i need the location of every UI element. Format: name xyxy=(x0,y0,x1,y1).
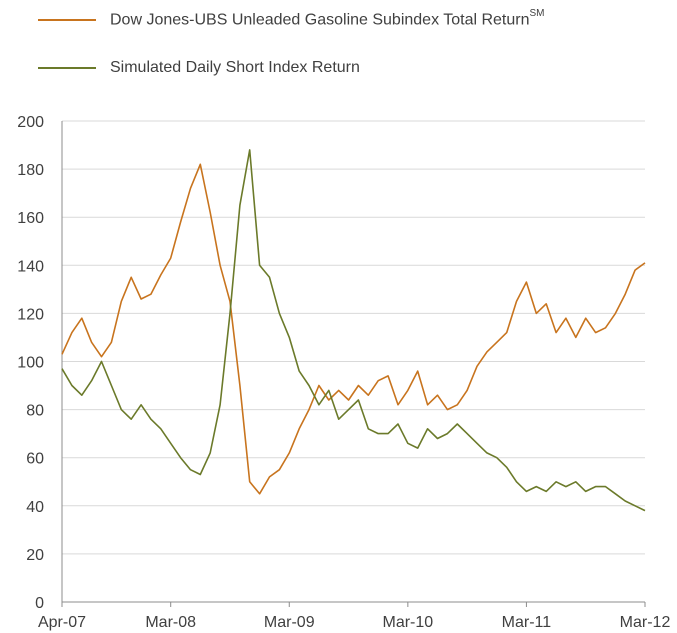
y-tick-label: 20 xyxy=(26,547,44,564)
y-tick-label: 180 xyxy=(17,162,44,179)
axes xyxy=(61,121,646,607)
y-tick-label: 60 xyxy=(26,451,44,468)
x-tick-label: Apr-07 xyxy=(38,614,86,631)
legend-label-gasoline: Dow Jones-UBS Unleaded Gasoline Subindex… xyxy=(110,8,545,29)
y-tick-label: 120 xyxy=(17,306,44,323)
y-tick-label: 0 xyxy=(35,595,44,612)
x-tick-label: Mar-11 xyxy=(502,614,552,631)
y-tick-label: 140 xyxy=(17,258,44,275)
legend-label-short: Simulated Daily Short Index Return xyxy=(110,59,360,76)
legend: Dow Jones-UBS Unleaded Gasoline Subindex… xyxy=(0,0,677,100)
y-tick-label: 160 xyxy=(17,210,44,227)
gridlines xyxy=(62,120,645,555)
legend-swatch-short xyxy=(38,67,96,69)
legend-item-short: Simulated Daily Short Index Return xyxy=(38,56,360,80)
series-lines xyxy=(61,149,646,512)
x-axis-tick-labels: Apr-07 Mar-08 Mar-09 Mar-10 Mar-11 Mar-12 xyxy=(38,614,670,631)
legend-superscript: SM xyxy=(529,8,545,20)
legend-swatch-gasoline xyxy=(38,19,96,21)
y-tick-label: 80 xyxy=(26,403,44,420)
legend-item-gasoline: Dow Jones-UBS Unleaded Gasoline Subindex… xyxy=(38,8,545,32)
y-tick-label: 40 xyxy=(26,499,44,516)
y-tick-label: 200 xyxy=(17,114,44,131)
series-line-short xyxy=(61,149,646,512)
series-line-gasoline xyxy=(61,163,646,495)
y-axis-tick-labels: 0 20 40 60 80 100 120 140 160 180 200 xyxy=(17,114,44,612)
x-tick-label: Mar-09 xyxy=(264,614,315,631)
y-tick-label: 100 xyxy=(17,355,44,372)
x-tick-label: Mar-10 xyxy=(383,614,434,631)
x-tick-label: Mar-08 xyxy=(145,614,196,631)
x-tick-label: Mar-12 xyxy=(620,614,671,631)
